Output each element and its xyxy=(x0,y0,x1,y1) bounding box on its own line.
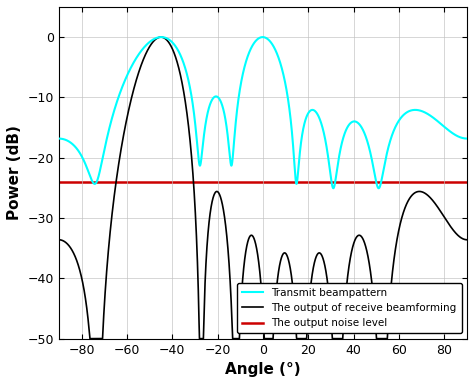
Transmit beampattern xyxy=(378,180,384,184)
Transmit beampattern xyxy=(165,36,171,41)
Transmit beampattern xyxy=(312,108,318,113)
Transmit beampattern xyxy=(56,136,62,141)
The output of receive beamforming xyxy=(87,336,93,341)
Transmit beampattern xyxy=(306,110,311,115)
The output of receive beamforming xyxy=(306,306,311,310)
Transmit beampattern xyxy=(260,35,265,40)
Transmit beampattern xyxy=(464,136,470,141)
The output of receive beamforming xyxy=(165,39,171,44)
The output of receive beamforming xyxy=(464,237,470,242)
The output of receive beamforming xyxy=(457,235,463,240)
Line: Transmit beampattern: Transmit beampattern xyxy=(59,37,467,188)
The output of receive beamforming xyxy=(56,237,62,242)
X-axis label: Angle (°): Angle (°) xyxy=(225,362,301,377)
The output of receive beamforming xyxy=(312,260,318,264)
The output of receive beamforming xyxy=(79,278,85,283)
The output noise level xyxy=(263,180,268,184)
Line: The output of receive beamforming: The output of receive beamforming xyxy=(59,37,467,339)
The output of receive beamforming xyxy=(378,336,384,341)
Legend: Transmit beampattern, The output of receive beamforming, The output noise level: Transmit beampattern, The output of rece… xyxy=(237,283,462,333)
Transmit beampattern xyxy=(330,186,336,190)
Transmit beampattern xyxy=(79,155,85,160)
Transmit beampattern xyxy=(457,135,463,140)
The output of receive beamforming xyxy=(158,35,164,40)
Y-axis label: Power (dB): Power (dB) xyxy=(7,125,22,220)
The output noise level xyxy=(260,180,266,184)
